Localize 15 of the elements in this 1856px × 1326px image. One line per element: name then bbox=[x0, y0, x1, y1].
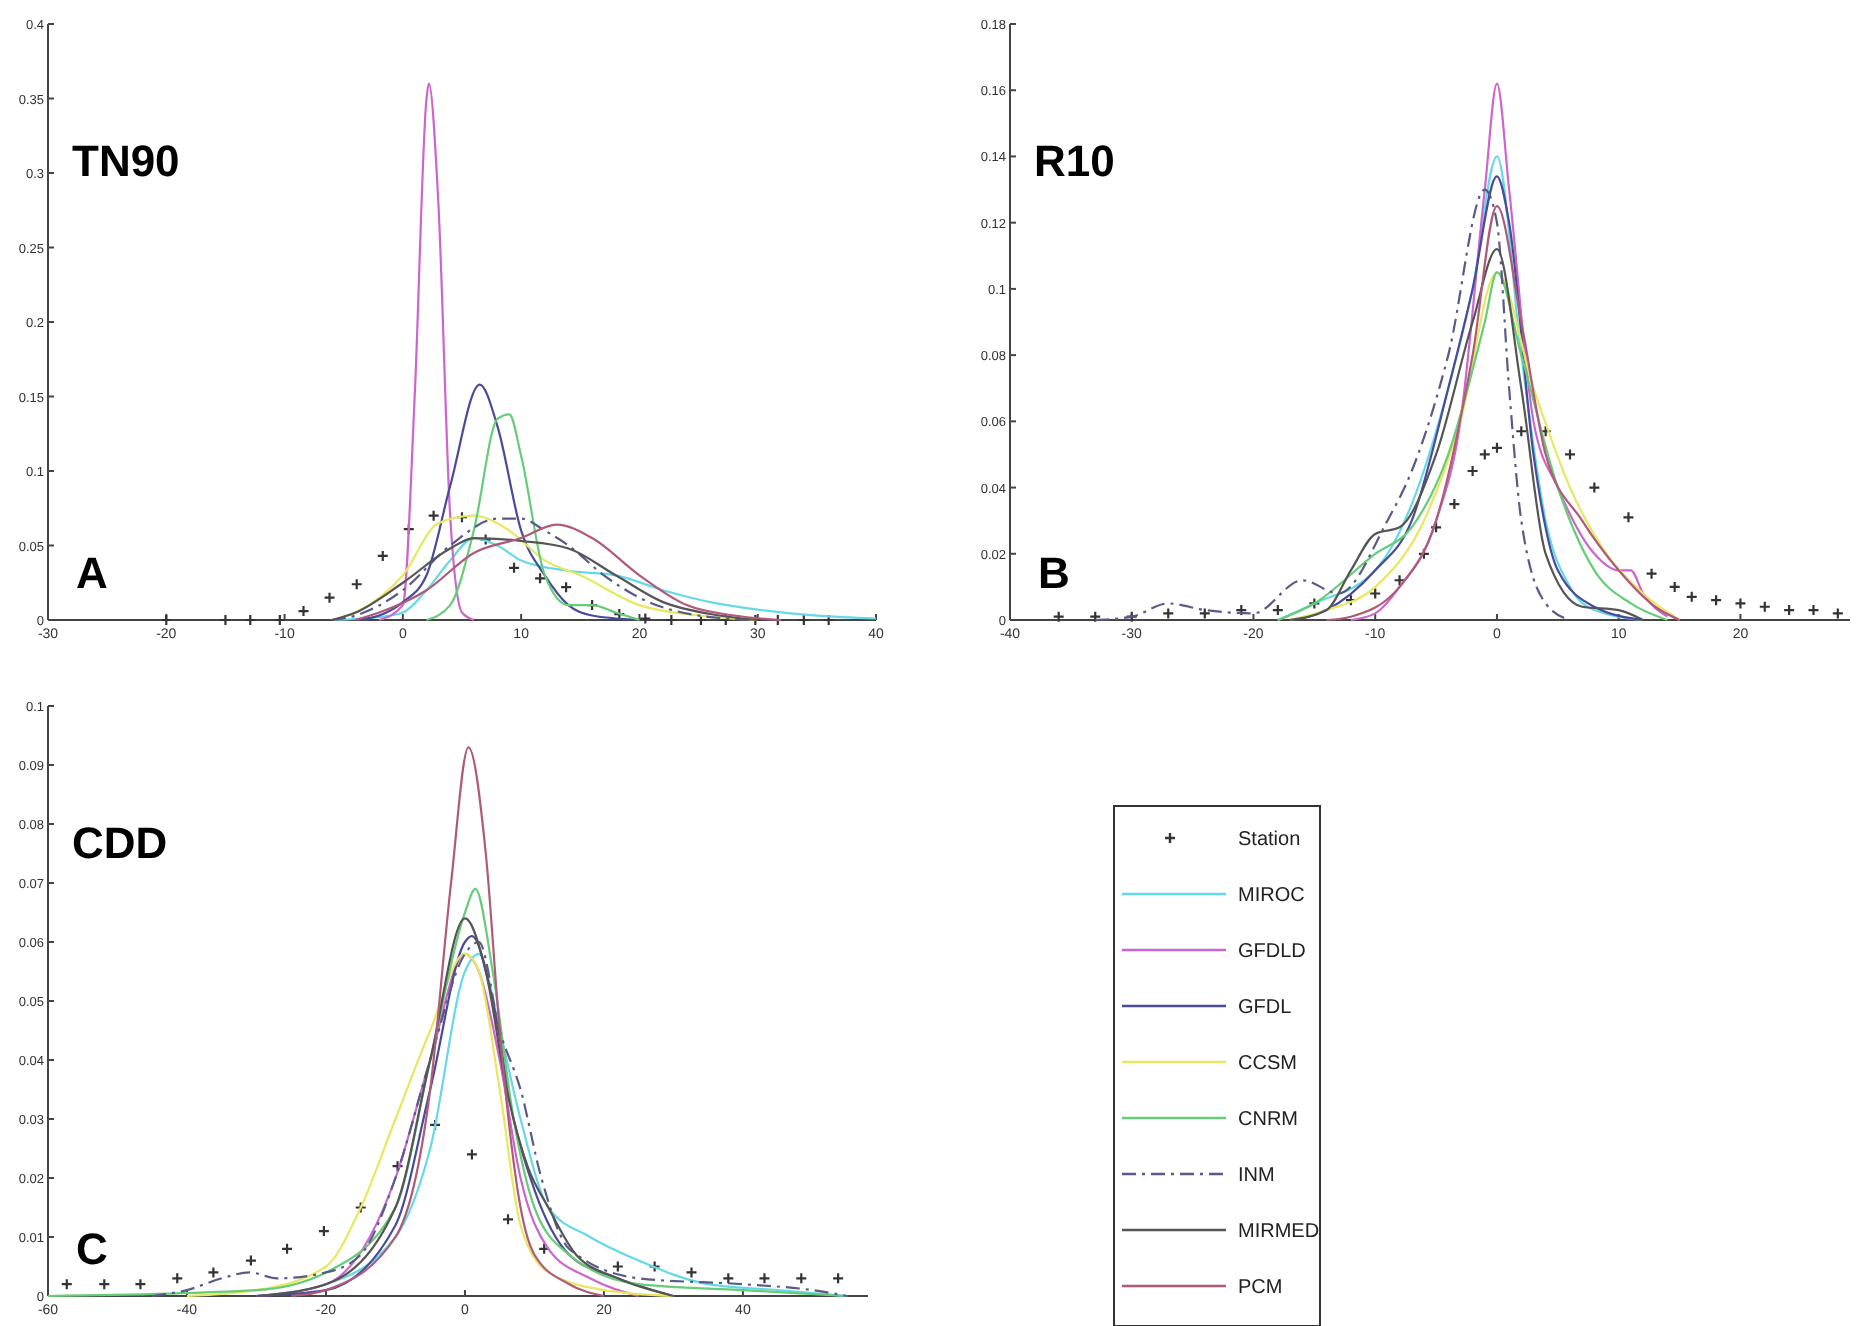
annotation: A bbox=[76, 548, 108, 598]
text: CCSM bbox=[1238, 1053, 1297, 1075]
text: INM bbox=[1238, 1165, 1275, 1187]
text: TN90 bbox=[72, 136, 180, 186]
annotation: C bbox=[76, 1224, 108, 1274]
text: CNRM bbox=[1238, 1109, 1298, 1131]
text: MIROC bbox=[1238, 885, 1305, 907]
annotation: B bbox=[1038, 548, 1070, 598]
text: Station bbox=[1238, 829, 1301, 851]
text: GFDL bbox=[1238, 997, 1293, 1019]
text: R10 bbox=[1034, 136, 1115, 186]
text: MIRMED bbox=[1238, 1221, 1320, 1243]
text: PCM bbox=[1238, 1277, 1283, 1299]
text: CDD bbox=[72, 818, 168, 868]
text: GFDLD bbox=[1238, 941, 1306, 963]
